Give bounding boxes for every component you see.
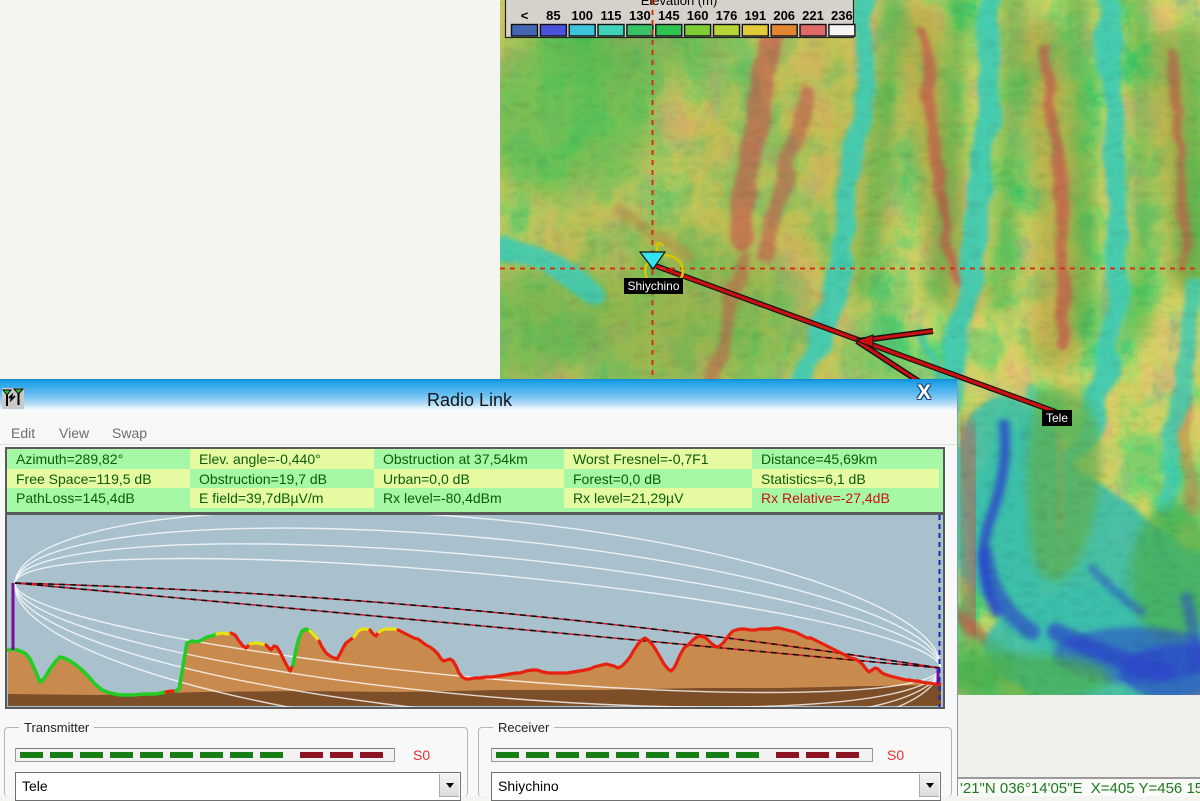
svg-text:191: 191 (744, 8, 766, 23)
svg-text:130: 130 (629, 8, 651, 23)
svg-text:160: 160 (687, 8, 709, 23)
svg-text:221: 221 (802, 8, 824, 23)
svg-text:145: 145 (658, 8, 680, 23)
svg-text:236: 236 (831, 8, 853, 23)
svg-text:100: 100 (571, 8, 593, 23)
svg-text:115: 115 (601, 8, 622, 23)
svg-text:Elevation (m): Elevation (m) (641, 0, 718, 8)
svg-text:206: 206 (773, 8, 795, 23)
svg-text:<: < (521, 8, 529, 23)
svg-text:85: 85 (546, 8, 560, 23)
svg-text:Tele: Tele (1046, 411, 1068, 425)
svg-text:Shiychino: Shiychino (627, 279, 679, 293)
svg-text:176: 176 (716, 8, 738, 23)
